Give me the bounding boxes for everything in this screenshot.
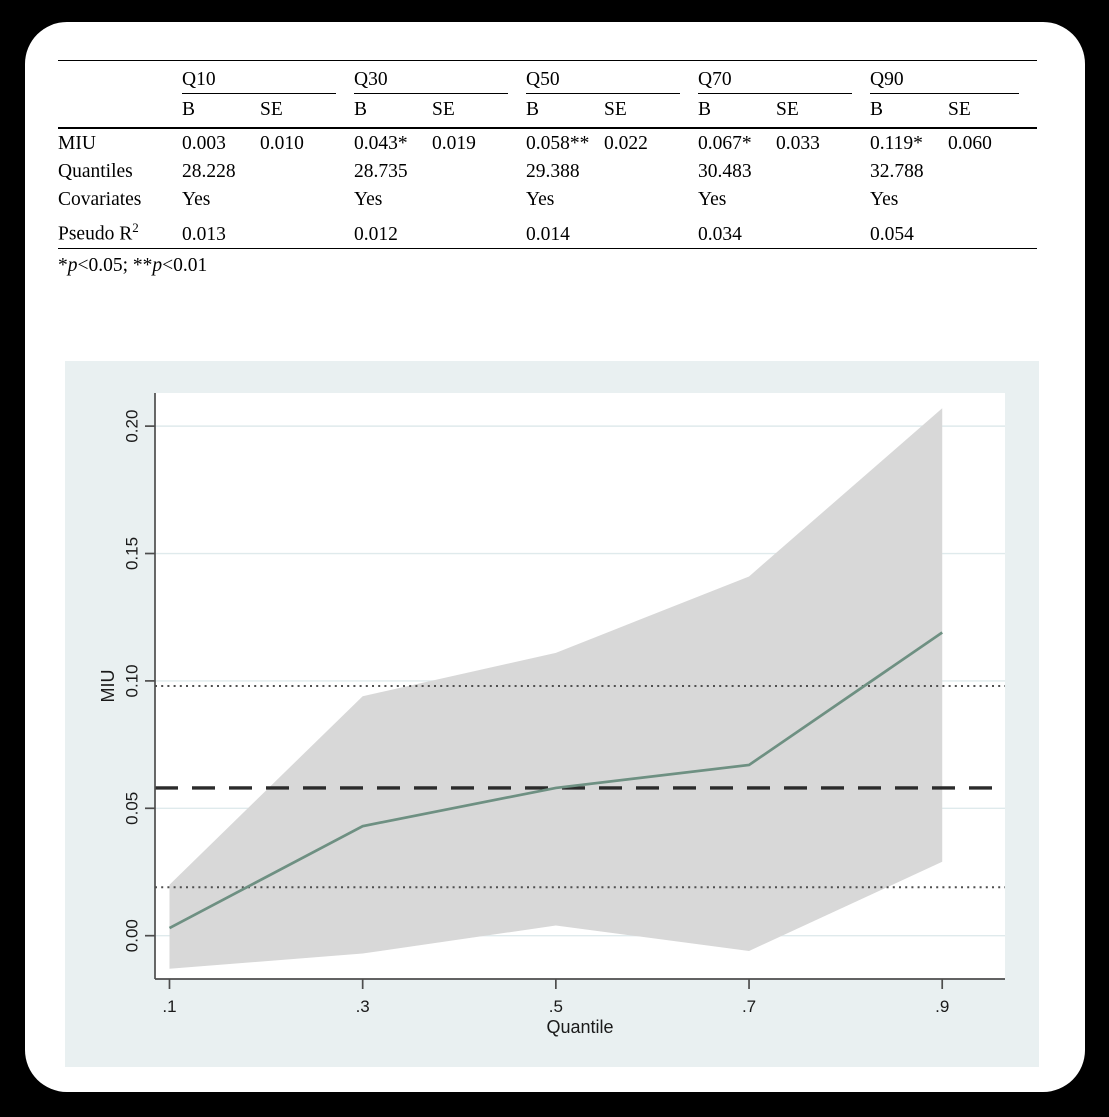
y-tick-label: 0.20 — [122, 410, 141, 443]
y-tick-label: 0.15 — [122, 537, 141, 570]
quantile-plot-svg: 0.00 0.05 0.10 0.15 0.20 .1 .3 .5 .7 .9 Quantile MI… — [65, 361, 1039, 1067]
table-cell: 30.483 — [698, 161, 752, 182]
table-subheader-se: SE — [776, 99, 799, 120]
table-cell: 0.019 — [432, 133, 476, 154]
row-label-superscript: 2 — [132, 220, 139, 235]
row-label: MIU — [58, 133, 96, 154]
table-cell — [948, 241, 1037, 248]
y-axis-label: MIU — [98, 670, 118, 703]
table-cell: Yes — [870, 189, 899, 210]
table-cell — [776, 241, 870, 248]
table-rule-mid — [58, 127, 1037, 129]
table-cell: 32.788 — [870, 161, 924, 182]
table-cell — [776, 206, 870, 213]
estimate-line — [168, 631, 943, 930]
x-tick-label: .9 — [935, 997, 949, 1016]
table-cell: 0.060 — [948, 133, 992, 154]
table-cell — [776, 178, 870, 185]
table-cell — [948, 206, 1037, 213]
x-tick-label: .5 — [549, 997, 563, 1016]
table-cell: 0.033 — [776, 133, 820, 154]
table-cell: 0.067* — [698, 133, 752, 154]
col-group-label: Q70 — [698, 69, 852, 94]
table-cell — [432, 206, 526, 213]
table-cell: 0.013 — [182, 223, 226, 245]
row-label: Quantiles — [58, 161, 133, 182]
table-subheader-b: B — [182, 99, 196, 120]
table-cell: Yes — [182, 189, 211, 210]
ci-band — [169, 408, 943, 969]
table-cell: 0.010 — [260, 133, 304, 154]
x-tick-label: .1 — [162, 997, 176, 1016]
results-table-grid: Q10 Q30 Q50 Q70 Q90 B SE B SE B SE B SE B SE MIU 0.003 0.… — [58, 60, 1045, 249]
col-group-label: Q30 — [354, 69, 508, 94]
table-cell: 0.054 — [870, 223, 914, 245]
footnote-text: * — [58, 254, 68, 276]
table-cell — [432, 178, 526, 185]
table-cell — [604, 178, 698, 185]
table-col-group-q30: Q30 — [354, 61, 526, 94]
table-cell: 28.228 — [182, 161, 236, 182]
table-subheader-b: B — [870, 99, 884, 120]
table-cell: 28.735 — [354, 161, 408, 182]
table-subheader-b: B — [698, 99, 712, 120]
table-cell: 0.119* — [870, 133, 923, 154]
page: Q10 Q30 Q50 Q70 Q90 B SE B SE B SE B SE B SE MIU 0.003 0.… — [25, 22, 1085, 1092]
table-cell: Yes — [526, 189, 555, 210]
table-cell — [604, 241, 698, 248]
x-tick-label: .3 — [356, 997, 370, 1016]
y-tick-label: 0.05 — [122, 792, 141, 825]
col-group-label: Q10 — [182, 69, 336, 94]
table-cell: 0.014 — [526, 223, 570, 245]
table-cell: 0.034 — [698, 223, 742, 245]
table-subheader-se: SE — [948, 99, 971, 120]
table-rule-top — [58, 60, 1037, 61]
footnote-text: <0.01 — [162, 254, 208, 276]
quantile-chart: 0.00 0.05 0.10 0.15 0.20 .1 .3 .5 .7 .9 Quantile MI… — [65, 361, 1039, 1067]
table-cell — [948, 178, 1037, 185]
table-cell — [432, 241, 526, 248]
row-label: Covariates — [58, 189, 142, 210]
table-cell — [260, 206, 354, 213]
table-cell — [260, 241, 354, 248]
table-footnote: *p<0.05; **p<0.01 — [58, 255, 1045, 277]
table-cell: Yes — [698, 189, 727, 210]
table-col-group-q50: Q50 — [526, 61, 698, 94]
table-col-group-q70: Q70 — [698, 61, 870, 94]
col-group-label: Q50 — [526, 69, 680, 94]
table-rule-bottom — [58, 247, 1037, 249]
table-subheader-spacer — [58, 116, 182, 124]
table-subheader-b: B — [526, 99, 540, 120]
results-table: Q10 Q30 Q50 Q70 Q90 B SE B SE B SE B SE B SE MIU 0.003 0.… — [58, 60, 1045, 277]
table-cell: 0.012 — [354, 223, 398, 245]
footnote-p-italic: p — [152, 254, 163, 276]
footnote-text: <0.05; ** — [77, 254, 153, 276]
table-cell — [260, 178, 354, 185]
table-col-group-q10: Q10 — [182, 61, 354, 94]
y-tick-label: 0.10 — [122, 664, 141, 697]
row-label: Pseudo R2 — [58, 220, 139, 245]
table-subheader-se: SE — [260, 99, 283, 120]
table-cell: 0.003 — [182, 133, 226, 154]
x-tick-label: .7 — [742, 997, 756, 1016]
table-cell: 0.043* — [354, 133, 408, 154]
y-tick-label: 0.00 — [122, 919, 141, 952]
table-cell: Yes — [354, 189, 383, 210]
table-cell — [604, 206, 698, 213]
table-cell: 29.388 — [526, 161, 580, 182]
table-subheader-se: SE — [432, 99, 455, 120]
table-subheader-b: B — [354, 99, 368, 120]
col-group-label: Q90 — [870, 69, 1019, 94]
table-subheader-se: SE — [604, 99, 627, 120]
table-col-group-q90: Q90 — [870, 61, 1037, 94]
footnote-p-italic: p — [67, 254, 78, 276]
table-cell: 0.022 — [604, 133, 648, 154]
x-axis-label: Quantile — [546, 1017, 613, 1037]
table-cell: 0.058** — [526, 133, 590, 154]
